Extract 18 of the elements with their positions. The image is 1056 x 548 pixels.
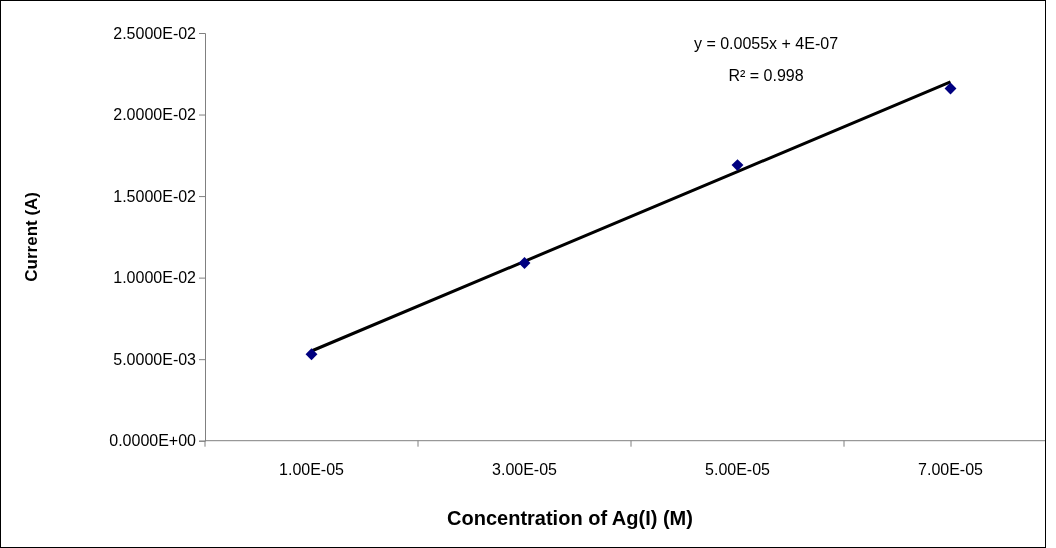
y-tick-label: 5.0000E-03 xyxy=(113,350,197,368)
x-axis-title: Concentration of Ag(I) (M) xyxy=(447,507,693,529)
annotation: y = 0.0055x + 4E-07 xyxy=(693,35,839,52)
y-tick-label: 1.5000E-02 xyxy=(113,187,197,205)
x-tick-label: 3.00E-05 xyxy=(492,460,558,478)
point xyxy=(944,82,957,95)
point xyxy=(305,348,318,361)
x-tick-label: 5.00E-05 xyxy=(705,460,771,478)
y-tick-label: 2.0000E-02 xyxy=(113,106,197,124)
y-tick-label: 1.0000E-02 xyxy=(113,269,197,287)
x-tick-label: 7.00E-05 xyxy=(918,460,984,478)
point xyxy=(731,159,744,172)
point xyxy=(518,257,531,269)
y-tick-label: 0.0000E+00 xyxy=(109,432,197,450)
annotation: R² = 0.998 xyxy=(728,67,804,84)
y-axis-title: Current (A) xyxy=(22,191,41,282)
y-tick-label: 2.5000E-02 xyxy=(113,24,197,42)
x-tick-label: 1.00E-05 xyxy=(279,460,345,478)
